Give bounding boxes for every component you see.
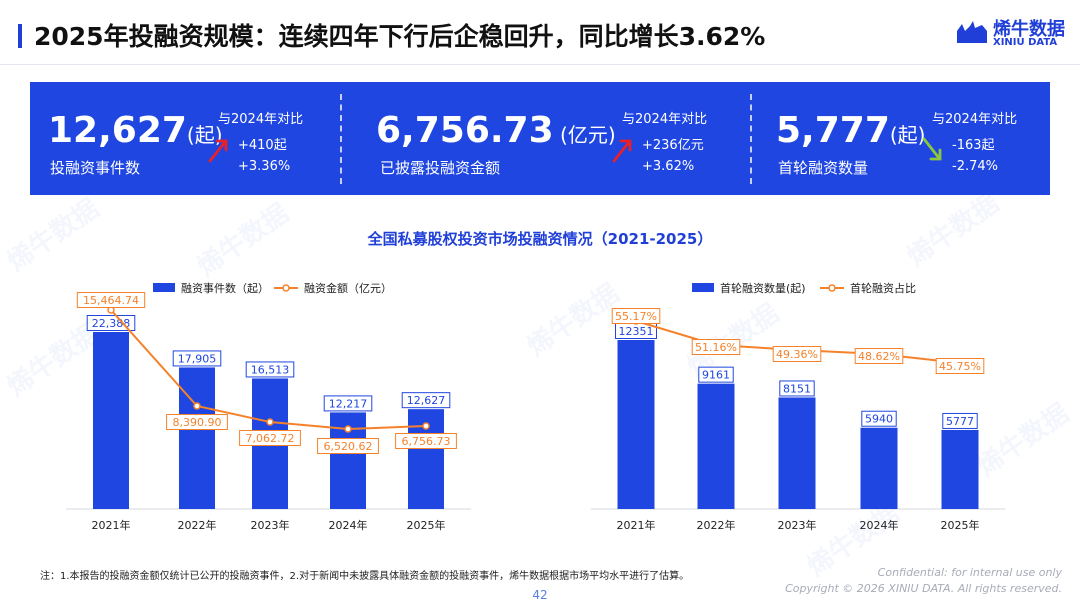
line-value-label-box	[239, 430, 301, 446]
charts-area: 融资事件数（起） 融资金额（亿元） 22,388 2021年 17,905 2022年 16…	[66, 281, 1005, 532]
page-number: 42	[532, 588, 548, 602]
bar	[179, 367, 215, 509]
line-value-label-box	[772, 346, 822, 362]
up-arrow-icon	[612, 139, 632, 163]
line-value-label: 6,520.62	[324, 440, 373, 453]
line-value-label-box	[611, 308, 661, 324]
x-tick-label: 2025年	[407, 518, 446, 532]
bar	[860, 427, 898, 509]
legend-bar-label: 首轮融资数量(起)	[720, 281, 806, 295]
charts-title: 全国私募股权投资市场投融资情况（2021-2025）	[367, 230, 713, 248]
line-value-label: 6,756.73	[402, 435, 451, 448]
bar-value-label-box	[779, 380, 815, 397]
bar-value-label-box	[245, 361, 295, 378]
x-tick-label: 2024年	[860, 518, 899, 532]
bar-value-label-box	[861, 410, 897, 427]
bar-value-label: 9161	[702, 369, 730, 382]
legend-bar-label: 融资事件数（起）	[181, 282, 269, 295]
line-value-label-box	[395, 433, 457, 449]
footnote: 注：1.本报告的投融资金额仅统计已公开的投融资事件，2.对于新闻中未披露具体融资…	[40, 571, 690, 582]
kpi-funding-amount: 6,756.73 (亿元) 已披露投融资金额 与2024年对比 +236亿元 +…	[376, 110, 708, 177]
line-value-label-box	[76, 292, 146, 308]
x-tick-label: 2021年	[92, 518, 131, 532]
kpi-divider	[750, 94, 752, 184]
legend-line-marker	[828, 284, 836, 292]
line-value-label: 7,062.72	[246, 432, 295, 445]
bar-value-label-box	[401, 392, 451, 409]
line-point	[422, 422, 430, 430]
bar-value-label: 5940	[865, 413, 893, 426]
kpi-divider	[340, 94, 342, 184]
bar-value-label: 5777	[946, 415, 974, 428]
line-point	[193, 402, 201, 410]
bar-value-label: 8151	[783, 382, 811, 395]
line-value-label: 8,390.90	[173, 416, 222, 429]
x-tick-label: 2025年	[941, 518, 980, 532]
bar	[93, 332, 129, 509]
x-tick-label: 2022年	[178, 518, 217, 532]
rhino-logo-icon	[957, 21, 987, 43]
bar-value-label-box	[698, 366, 734, 383]
bar	[617, 340, 655, 509]
x-tick-label: 2023年	[778, 518, 817, 532]
line-value-label-box	[317, 438, 379, 454]
line-value-label: 15,464.74	[83, 294, 139, 307]
line-value-label-box	[691, 339, 741, 355]
bar-value-label-box	[323, 395, 373, 412]
confidential-note: Confidential: for internal use only	[877, 566, 1062, 579]
title-accent-bar	[18, 24, 22, 48]
bar-value-label: 12351	[619, 325, 654, 338]
bar-value-label: 17,905	[178, 352, 217, 365]
line-value-label: 55.17%	[615, 310, 657, 323]
header-divider	[0, 64, 1080, 65]
legend-line-label: 融资金额（亿元）	[304, 281, 392, 295]
kpi-banner: 12,627(起) 投融资事件数 与2024年对比 +410起 +3.36% 6…	[30, 82, 1050, 195]
line-value-label: 51.16%	[695, 341, 737, 354]
down-arrow-icon	[922, 137, 942, 161]
bar	[941, 429, 979, 509]
x-tick-label: 2021年	[617, 518, 656, 532]
x-tick-label: 2022年	[697, 518, 736, 532]
line-value-label: 48.62%	[858, 350, 900, 363]
kpi-first-round: 5,777(起) 首轮融资数量 与2024年对比 -163起 -2.74%	[776, 110, 1018, 177]
bar-value-label-box	[86, 315, 136, 331]
legend-line-label: 首轮融资占比	[850, 281, 916, 295]
bar-value-label-box	[172, 350, 222, 367]
legend-bar-swatch	[153, 283, 175, 292]
bar-value-label-box	[942, 412, 978, 429]
bar	[778, 397, 816, 509]
line-value-label: 49.36%	[776, 348, 818, 361]
legend-bar-swatch	[692, 283, 714, 292]
up-arrow-icon	[208, 139, 228, 163]
kpi-event-count: 12,627(起) 投融资事件数 与2024年对比 +410起 +3.36%	[48, 110, 304, 177]
legend-line-marker	[282, 284, 290, 292]
copyright-note: Copyright © 2026 XINIU DATA. All rights …	[785, 582, 1062, 595]
page-title: 2025年投融资规模：连续四年下行后企稳回升，同比增长3.62%	[34, 22, 766, 51]
line-value-label-box	[935, 358, 985, 374]
x-tick-label: 2023年	[251, 518, 290, 532]
brand-logo: 烯牛数据 XINIU DATA	[955, 15, 1065, 51]
line-value-label: 45.75%	[939, 360, 981, 373]
line-point	[266, 418, 274, 426]
bar-value-label: 12,627	[407, 394, 446, 407]
bar-value-label: 22,388	[92, 317, 131, 330]
line-value-label-box	[166, 414, 228, 430]
bar-value-label: 12,217	[329, 397, 368, 410]
line-value-label-box	[854, 348, 904, 364]
bar	[697, 383, 735, 509]
bar-value-label: 16,513	[251, 363, 290, 376]
x-tick-label: 2024年	[329, 518, 368, 532]
line-point	[344, 425, 352, 433]
